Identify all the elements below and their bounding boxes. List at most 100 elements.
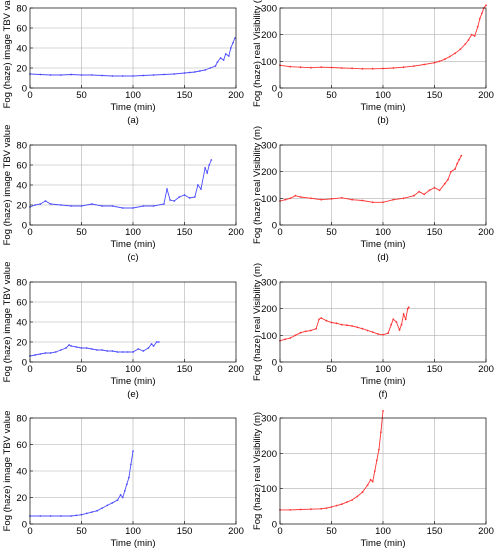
data-point [85,512,88,515]
data-point [60,74,62,76]
axes-frame [29,281,237,363]
data-point [392,198,395,201]
data-point [188,71,191,74]
x-tick-label: 100 [375,526,391,537]
data-point [330,506,333,508]
data-point [380,431,382,433]
x-tick-label: 100 [125,526,141,537]
data-point [68,344,70,346]
data-point [485,4,487,7]
y-tick-label: 20 [16,338,27,349]
x-axis-label: Time (min) [110,239,155,250]
data-point [111,501,114,504]
data-point [330,66,333,69]
data-point [356,326,359,329]
chart-panel-6: 0 50 100 150 200 0 100 200 300 Time (min) (f) Fog (… [252,263,494,400]
data-point [121,351,124,353]
y-axis-label: Fog (haze) image TBV value [2,411,13,532]
data-point [371,67,374,70]
data-point [222,59,225,61]
data-point [428,189,431,192]
x-tick-label: 50 [76,526,87,537]
data-point [390,323,393,326]
data-point [44,200,47,202]
data-point [60,349,62,351]
data-point [371,201,374,204]
y-tick-label: 200 [261,304,277,315]
data-point [163,73,165,76]
data-point [39,515,42,517]
data-point [464,43,467,45]
data-point [459,48,462,51]
data-point [402,66,405,69]
data-point [382,67,384,70]
y-tick-label: 80 [16,141,27,152]
x-tick-label: 0 [277,227,282,238]
data-point [85,347,88,349]
data-point [216,61,219,63]
data-point [310,329,312,332]
data-point [101,349,103,351]
data-point [443,58,446,61]
x-axis-label: Time (min) [110,376,155,387]
x-axis-label: Time (min) [360,239,405,250]
x-axis-label: Time (min) [360,102,405,113]
data-point [340,503,343,506]
x-tick-label: 150 [177,364,193,375]
y-tick-label: 40 [16,44,27,55]
data-point [227,55,230,57]
data-point [351,325,353,327]
y-tick-label: 200 [261,449,277,460]
x-tick-label: 50 [326,526,337,537]
data-point [284,198,286,201]
data-point [111,350,114,352]
data-point [121,207,124,209]
y-tick-label: 20 [16,64,27,75]
x-tick-label: 200 [228,526,244,537]
y-tick-label: 80 [16,4,27,15]
data-point [449,55,451,58]
data-point [289,337,292,339]
data-point [418,190,420,193]
x-tick-label: 0 [277,526,282,537]
y-tick-label: 0 [22,520,27,531]
data-point [39,353,42,355]
axes-frame [279,281,487,363]
data-point [54,351,57,353]
data-point [330,321,333,324]
chart-panel-2: 0 50 100 150 200 0 100 200 300 Time (min) (b) Fog (… [252,0,494,126]
data-point [116,499,119,501]
data-point [299,196,302,198]
x-axis-label: Time (min) [360,538,405,549]
panel-label: (a) [127,115,139,126]
x-tick-label: 200 [228,227,244,238]
data-point [60,515,62,517]
data-point [34,354,36,356]
x-tick-label: 0 [277,364,282,375]
data-point [404,318,407,321]
data-point [382,410,384,412]
panel-label: (f) [379,389,388,400]
y-axis-label: Fog (haze) image TBV value [2,262,13,383]
data-point [49,515,52,517]
y-tick-label: 300 [261,141,277,152]
data-point [210,159,213,161]
y-tick-label: 0 [272,520,277,531]
data-point [369,478,372,481]
panel-label: (b) [377,115,389,126]
chart-panel-5: 0 50 100 150 200 0 20 40 60 80 Time (min) (e) Fog (h… [2,262,244,400]
x-tick-label: 150 [177,526,193,537]
y-axis-label: Fog (haze) image TBV value [2,0,13,108]
data-point [351,499,353,501]
x-tick-label: 200 [478,90,494,101]
data-point [392,318,395,321]
x-axis-label: Time (min) [110,102,155,113]
y-axis-label: Fog (haze) real Visibility (m) [252,0,263,107]
data-point [142,74,145,77]
data-point [214,65,217,67]
data-point [294,334,297,337]
data-point [304,330,307,333]
data-point [456,162,459,165]
